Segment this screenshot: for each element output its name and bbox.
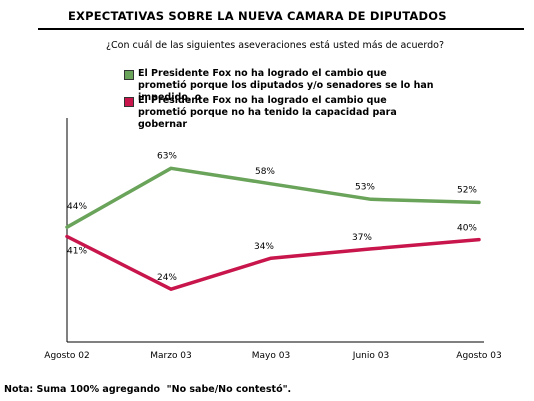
- chart-title: EXPECTATIVAS SOBRE LA NUEVA CAMARA DE DI…: [68, 9, 447, 23]
- chart-subtitle: ¿Con cuál de las siguientes aseveracione…: [106, 40, 445, 51]
- legend-label-series-1: El Presidente Fox no ha logrado el cambi…: [138, 68, 434, 103]
- data-label-series-1: 44%: [67, 202, 87, 212]
- data-label-series-1: 52%: [457, 185, 477, 195]
- data-label-series-1: 53%: [355, 182, 375, 192]
- data-label-series-2: 37%: [352, 233, 372, 243]
- data-label-series-2: 34%: [254, 242, 274, 252]
- x-tick-label: Agosto 02: [44, 351, 89, 361]
- data-label-series-2: 41%: [67, 247, 87, 257]
- x-tick-label: Marzo 03: [150, 351, 192, 361]
- data-label-series-1: 58%: [255, 167, 275, 177]
- legend-label-series-2: El Presidente Fox no ha logrado el cambi…: [138, 95, 397, 130]
- data-label-series-2: 24%: [157, 273, 177, 283]
- legend-item-series-1: El Presidente Fox no ha logrado el cambi…: [124, 68, 438, 104]
- series-line-1: [65, 166, 481, 229]
- footnote: Nota: Suma 100% agregando "No sabe/No co…: [4, 384, 292, 395]
- legend-item-series-2: El Presidente Fox no ha logrado el cambi…: [124, 95, 438, 131]
- title-underline: [38, 28, 524, 30]
- data-label-series-2: 40%: [457, 224, 477, 234]
- x-tick-label: Mayo 03: [252, 351, 290, 361]
- x-tick-label: Agosto 03: [456, 351, 501, 361]
- data-label-series-1: 63%: [157, 151, 177, 161]
- series-line-2: [65, 234, 481, 291]
- x-tick-label: Junio 03: [352, 351, 389, 361]
- legend-swatch-series-2: [124, 97, 134, 107]
- legend-swatch-series-1: [124, 70, 134, 80]
